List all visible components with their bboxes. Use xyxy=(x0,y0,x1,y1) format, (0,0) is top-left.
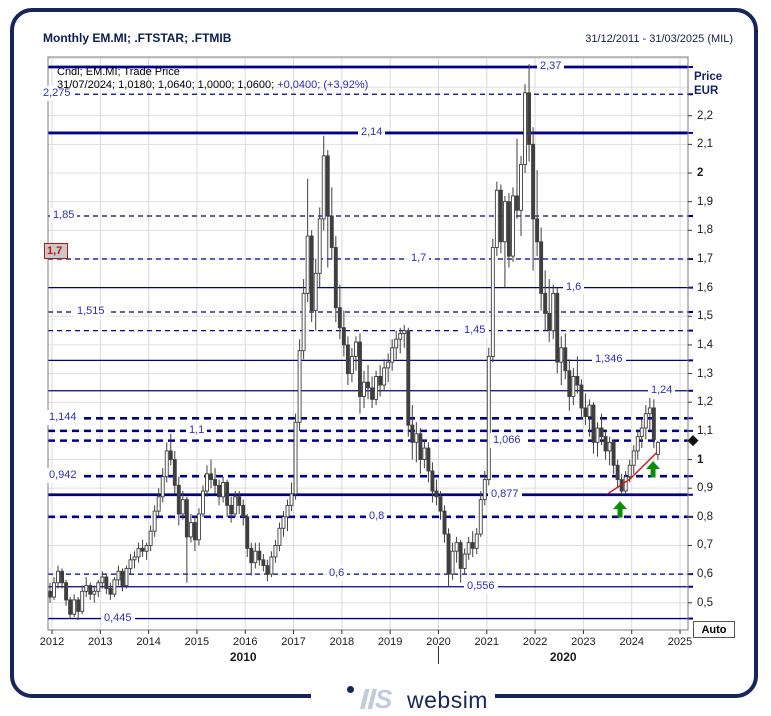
chart-frame xyxy=(10,8,758,698)
green-up-arrow-1[interactable] xyxy=(613,501,628,518)
legend-quote-change: +0,0400; (+3,92%) xyxy=(277,79,369,91)
svg-text:S: S xyxy=(375,687,393,713)
branding-gap xyxy=(311,686,495,702)
legend-quote-values: 31/07/2024; 1,0180; 1,0640; 1,0000; 1,06… xyxy=(57,79,275,91)
y-axis-title-price: Price xyxy=(694,71,723,83)
websim-wordmark: websim xyxy=(407,687,488,713)
legend-quote: 31/07/2024; 1,0180; 1,0640; 1,0000; 1,06… xyxy=(57,79,368,92)
candlestick-series xyxy=(48,64,660,620)
plot-border xyxy=(47,56,689,631)
branding-rule-left xyxy=(27,694,311,697)
trendline-annotation[interactable] xyxy=(606,451,658,495)
chart-legend: Cndl; EM.MI; Trade Price 31/07/2024; 1,0… xyxy=(57,66,368,92)
websim-logo-mark: S xyxy=(360,687,393,713)
green-up-arrow-2[interactable] xyxy=(646,460,661,478)
y-axis-title-currency: EUR xyxy=(694,85,719,97)
branding-rule-right xyxy=(495,694,743,697)
price-level-lines xyxy=(48,65,693,620)
legend-series: Cndl; EM.MI; Trade Price xyxy=(57,66,180,78)
websim-logo-dot xyxy=(347,686,354,693)
date-range: 31/12/2011 - 31/03/2025 (MIL) xyxy=(585,33,733,45)
y-axis-title: Price EUR xyxy=(694,70,722,98)
gridlines xyxy=(48,57,688,630)
chart-title: Monthly EM.MI; .FTSTAR; .FTMIB xyxy=(43,31,232,45)
alert-level-label[interactable]: 1,7 xyxy=(44,243,69,259)
auto-scale-button[interactable]: Auto xyxy=(693,621,735,638)
last-price-marker xyxy=(687,435,699,447)
